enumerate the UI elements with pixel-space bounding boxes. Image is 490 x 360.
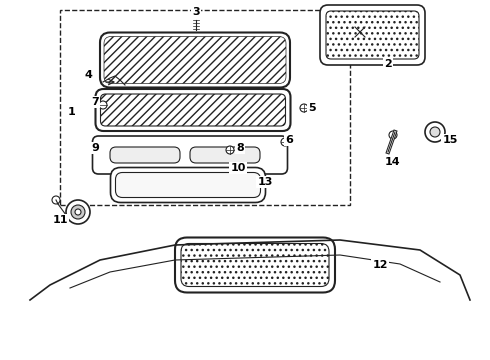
Text: 3: 3 — [192, 7, 200, 17]
Circle shape — [71, 205, 85, 219]
Circle shape — [281, 138, 289, 146]
Circle shape — [226, 146, 234, 154]
Text: 10: 10 — [230, 163, 245, 173]
FancyBboxPatch shape — [320, 5, 425, 65]
Circle shape — [99, 101, 107, 109]
Circle shape — [389, 131, 397, 139]
FancyBboxPatch shape — [93, 136, 288, 174]
Text: 5: 5 — [308, 103, 316, 113]
Text: 12: 12 — [372, 260, 388, 270]
FancyBboxPatch shape — [190, 147, 260, 163]
Text: 6: 6 — [285, 135, 293, 145]
Text: 1: 1 — [68, 107, 76, 117]
Circle shape — [300, 104, 308, 112]
Text: 2: 2 — [384, 59, 392, 69]
FancyBboxPatch shape — [175, 238, 335, 292]
Text: 9: 9 — [91, 143, 99, 153]
Text: 4: 4 — [84, 70, 92, 80]
Text: 11: 11 — [52, 215, 68, 225]
FancyBboxPatch shape — [100, 32, 290, 87]
Circle shape — [66, 200, 90, 224]
Circle shape — [52, 196, 60, 204]
Circle shape — [75, 209, 81, 215]
Circle shape — [430, 127, 440, 137]
Text: 7: 7 — [91, 97, 99, 107]
Text: 15: 15 — [442, 135, 458, 145]
Circle shape — [425, 122, 445, 142]
FancyBboxPatch shape — [110, 147, 180, 163]
FancyBboxPatch shape — [111, 167, 266, 202]
FancyBboxPatch shape — [96, 89, 291, 131]
Text: 14: 14 — [385, 157, 401, 167]
Text: 13: 13 — [257, 177, 273, 187]
FancyBboxPatch shape — [116, 172, 261, 198]
Text: 8: 8 — [236, 143, 244, 153]
